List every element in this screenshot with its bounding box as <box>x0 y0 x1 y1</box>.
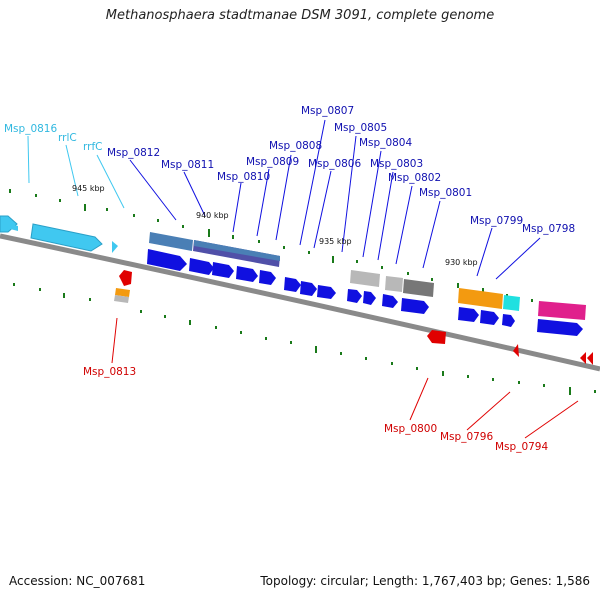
gene-arrow-msp0810[interactable] <box>212 262 234 278</box>
gene-arrow-msp0808[interactable] <box>259 270 276 285</box>
gene-arrow-msp0806[interactable] <box>300 281 317 296</box>
gene-label-msp0807[interactable]: Msp_0807 <box>301 105 354 117</box>
gene-arrow-msp0799a[interactable] <box>458 307 479 322</box>
gene-arrow-rrfc[interactable] <box>112 241 118 253</box>
cog-rows <box>114 232 586 320</box>
gene-arrow-msp0801[interactable] <box>401 298 429 314</box>
gene-label-msp0798[interactable]: Msp_0798 <box>522 223 575 235</box>
gene-arrow-rrlc[interactable] <box>30 223 103 252</box>
scale-label-930: 930 kbp <box>445 258 478 267</box>
gene-label-msp0808[interactable]: Msp_0808 <box>269 140 322 152</box>
gene-label-msp0806[interactable]: Msp_0806 <box>308 158 361 170</box>
scale-label-935: 935 kbp <box>319 237 352 246</box>
genome-summary: Topology: circular; Length: 1,767,403 bp… <box>260 574 590 588</box>
inner-ticks <box>13 283 596 395</box>
gene-arrow-msp0794a[interactable] <box>580 352 586 364</box>
gene-arrow-msp0799b[interactable] <box>502 314 515 327</box>
gene-label-msp0813[interactable]: Msp_0813 <box>83 366 136 378</box>
gene-label-msp0811[interactable]: Msp_0811 <box>161 159 214 171</box>
gene-arrow-msp0809[interactable] <box>236 266 258 282</box>
gene-arrow-msp0796[interactable] <box>513 344 519 357</box>
gene-arrow-msp0811[interactable] <box>189 258 214 275</box>
map-title: Methanosphaera stadtmanae DSM 3091, comp… <box>105 8 495 23</box>
gene-label-msp0799[interactable]: Msp_0799 <box>470 215 523 227</box>
gene-label-msp0803[interactable]: Msp_0803 <box>370 158 423 170</box>
gene-label-rrfc[interactable]: rrfC <box>83 141 102 153</box>
gene-label-msp0800[interactable]: Msp_0800 <box>384 423 437 435</box>
gene-label-msp0802[interactable]: Msp_0802 <box>388 172 441 184</box>
gene-arrow-msp0794[interactable] <box>587 352 593 365</box>
leader-lines <box>27 119 579 439</box>
gene-label-msp0796[interactable]: Msp_0796 <box>440 431 493 443</box>
rna-genes[interactable] <box>0 215 118 253</box>
gene-arrow-msp0800[interactable] <box>427 330 446 344</box>
scale-label-940: 940 kbp <box>196 211 229 220</box>
gene-arrow-msp0805[interactable] <box>317 285 336 299</box>
gene-arrow-msp0802[interactable] <box>382 294 398 308</box>
accession-label: Accession: NC_007681 <box>9 574 146 588</box>
gene-label-msp0804[interactable]: Msp_0804 <box>359 137 412 149</box>
gene-arrow-msp0812[interactable] <box>147 249 187 271</box>
gene-label-msp0805[interactable]: Msp_0805 <box>334 122 387 134</box>
forward-genes[interactable] <box>147 249 583 336</box>
gene-arrow-msp0798[interactable] <box>537 319 583 336</box>
gene-label-rrlc[interactable]: rrlC <box>58 132 77 144</box>
scale-label-945: 945 kbp <box>72 184 105 193</box>
gene-arrow-msp0813[interactable] <box>119 270 132 286</box>
gene-label-msp0810[interactable]: Msp_0810 <box>217 171 270 183</box>
gene-arrow-msp0804[interactable] <box>347 289 362 303</box>
gene-arrow-rrfc-small[interactable] <box>10 224 18 231</box>
gene-label-msp0812[interactable]: Msp_0812 <box>107 147 160 159</box>
reverse-genes[interactable] <box>119 270 593 365</box>
gene-label-msp0801[interactable]: Msp_0801 <box>419 187 472 199</box>
gene-arrow-msp0803[interactable] <box>363 291 376 305</box>
gene-label-msp0794[interactable]: Msp_0794 <box>495 441 548 453</box>
gene-arrow-msp0799[interactable] <box>480 310 499 325</box>
gene-arrow-msp0807[interactable] <box>284 277 301 292</box>
gene-label-msp0816[interactable]: Msp_0816 <box>4 123 57 135</box>
gene-label-msp0809[interactable]: Msp_0809 <box>246 156 299 168</box>
